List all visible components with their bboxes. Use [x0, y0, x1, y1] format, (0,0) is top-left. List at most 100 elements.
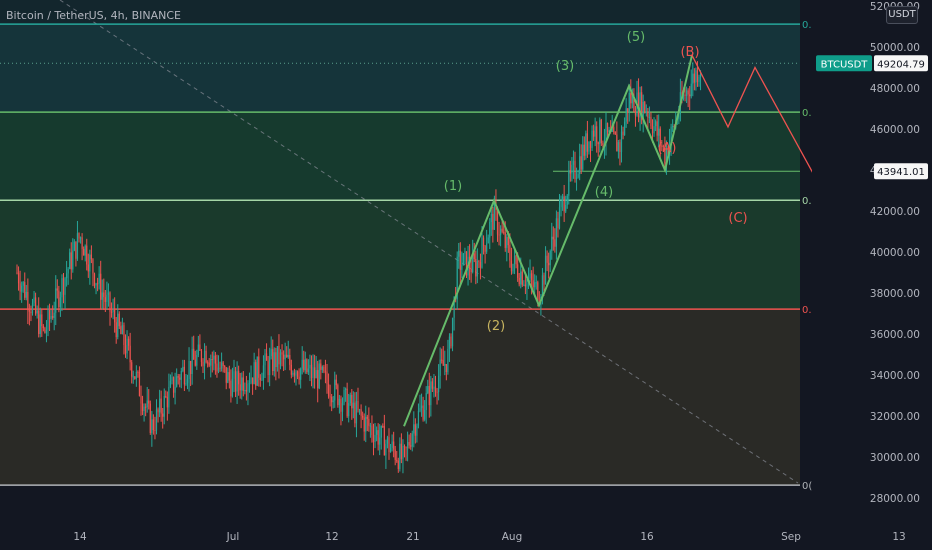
candle-body	[651, 126, 654, 134]
candle-body	[478, 261, 480, 263]
candle-body	[334, 379, 336, 401]
price-tick-label: 30000.00	[870, 452, 920, 464]
symbol-tag-label: BTCUSDT	[821, 59, 869, 70]
candle-body	[368, 418, 370, 426]
candle-body	[689, 94, 691, 97]
candle-body	[44, 328, 46, 333]
candle-body	[202, 361, 204, 366]
candle-body	[337, 385, 339, 406]
candle-body	[191, 348, 193, 374]
candle-body	[664, 146, 666, 164]
candle-body	[315, 370, 317, 379]
candle-body	[101, 292, 103, 300]
candle-body	[346, 388, 348, 417]
price-tick-label: 38000.00	[870, 288, 920, 300]
candle-body	[208, 362, 210, 366]
candle-body	[289, 355, 291, 365]
price-tick-label: 34000.00	[870, 370, 920, 382]
candle-body	[261, 379, 263, 381]
candle-body	[265, 353, 268, 361]
candle-body	[171, 377, 173, 381]
candle-body	[134, 376, 136, 379]
candle-body	[151, 419, 153, 433]
wave-label: (C)	[728, 211, 747, 226]
candle-body	[634, 112, 637, 116]
candle-body	[413, 424, 415, 434]
candle-body	[352, 402, 354, 409]
candle-body	[317, 370, 319, 389]
candle-body	[568, 170, 570, 196]
candle-body	[244, 389, 246, 391]
wave-label: (1)	[444, 179, 462, 194]
candle-body	[301, 359, 303, 369]
candle-body	[385, 443, 387, 456]
candle-body	[608, 129, 610, 133]
candlesticks	[16, 61, 702, 474]
candle-body	[155, 409, 158, 431]
wave-label: (5)	[627, 30, 645, 45]
candle-body	[172, 377, 175, 393]
candle-body	[602, 143, 604, 146]
candle-body	[224, 365, 226, 368]
candle-body	[140, 396, 142, 404]
candle-body	[28, 310, 30, 312]
candle-body	[103, 292, 105, 298]
candle-body	[579, 156, 581, 175]
candle-body	[447, 348, 449, 372]
candle-body	[286, 354, 288, 358]
wave-label: (B)	[680, 45, 699, 60]
fib-zone	[0, 24, 800, 113]
candle-body	[21, 285, 23, 292]
candle-body	[104, 297, 106, 302]
candle-body	[614, 132, 616, 135]
candle-body	[327, 384, 330, 397]
candle-body	[169, 380, 172, 387]
candle-body	[81, 237, 83, 249]
currency-unit-button[interactable]: USDT	[886, 6, 918, 24]
candle-body	[433, 386, 435, 389]
candle-body	[399, 443, 401, 469]
candle-body	[241, 377, 243, 391]
candle-body	[290, 364, 292, 375]
candle-body	[599, 119, 601, 145]
candle-body	[665, 148, 668, 164]
candle-body	[489, 222, 491, 238]
candle-body	[177, 376, 179, 378]
time-tick-label: Jul	[226, 531, 240, 543]
candle-body	[64, 278, 66, 295]
diagonal-trend-line	[59, 0, 799, 484]
candle-body	[45, 329, 48, 333]
candle-body	[535, 282, 537, 284]
last-price-tag-value: 49204.79	[877, 59, 925, 70]
candle-body	[541, 275, 544, 298]
candle-body	[397, 460, 399, 469]
candle-body	[518, 277, 520, 285]
candle-body	[596, 126, 598, 143]
candle-body	[22, 282, 24, 286]
fib-zone	[0, 112, 800, 201]
candle-body	[252, 377, 254, 385]
candle-body	[270, 349, 272, 357]
candle-body	[428, 385, 430, 406]
candle-body	[594, 126, 596, 137]
candle-body	[190, 360, 192, 374]
candle-body	[562, 196, 564, 201]
candle-body	[320, 363, 322, 370]
candle-body	[591, 130, 593, 148]
candle-body	[230, 380, 232, 397]
candle-body	[613, 127, 615, 133]
candle-body	[83, 248, 85, 256]
candle-body	[233, 371, 235, 379]
candle-body	[351, 394, 353, 409]
candle-body	[303, 359, 305, 371]
candle-body	[690, 83, 692, 97]
candle-body	[442, 360, 444, 366]
candle-body	[348, 403, 350, 417]
candle-body	[625, 108, 627, 122]
candle-body	[50, 316, 52, 319]
candle-body	[682, 94, 685, 99]
candle-body	[658, 128, 660, 136]
candle-body	[168, 386, 170, 408]
candle-body	[238, 371, 240, 385]
